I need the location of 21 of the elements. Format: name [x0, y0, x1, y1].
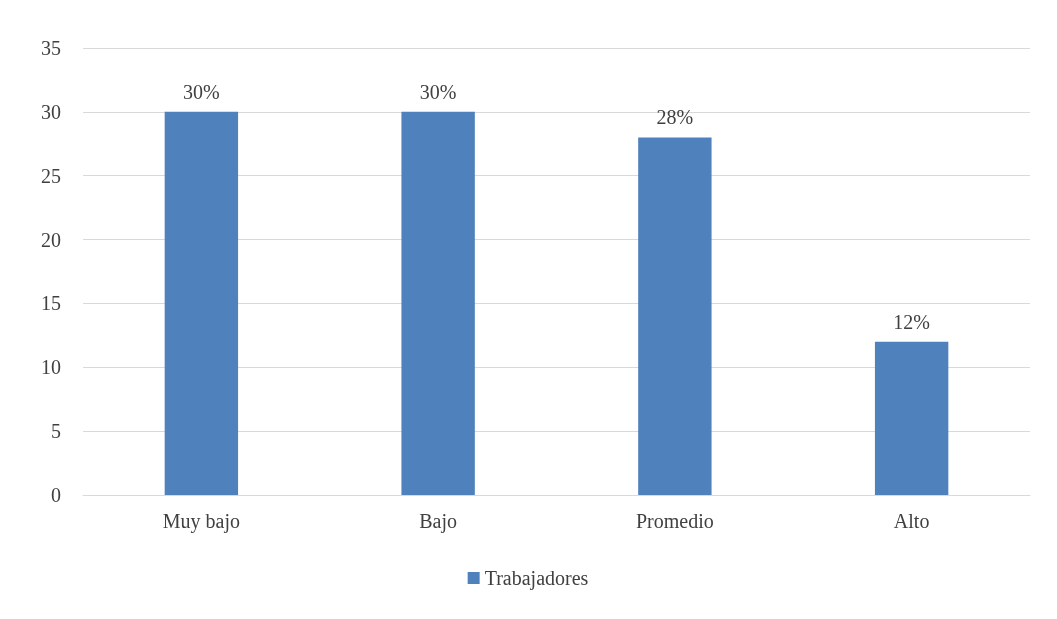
- y-tick-label: 0: [51, 484, 61, 506]
- legend-label: Trabajadores: [484, 567, 589, 590]
- y-tick-label: 15: [41, 292, 61, 315]
- bar: [874, 341, 949, 495]
- x-tick-label: Muy bajo: [162, 510, 240, 533]
- data-label: 30%: [183, 80, 220, 103]
- data-label: 30%: [419, 80, 457, 103]
- x-tick-label: Promedio: [635, 510, 714, 532]
- x-tick-label: Alto: [893, 510, 930, 532]
- y-tick-label: 5: [51, 420, 61, 443]
- x-tick-label: Bajo: [419, 510, 458, 533]
- bar: [638, 137, 712, 495]
- y-tick-label: 10: [41, 356, 61, 379]
- data-label: 28%: [656, 106, 694, 129]
- y-tick-label: 30: [41, 100, 61, 123]
- y-tick-label: 25: [41, 164, 61, 187]
- y-tick-label: 35: [41, 37, 61, 59]
- data-label: 12%: [893, 310, 930, 333]
- y-tick-label: 20: [41, 228, 61, 251]
- bar: [401, 111, 475, 495]
- bar: [164, 111, 239, 495]
